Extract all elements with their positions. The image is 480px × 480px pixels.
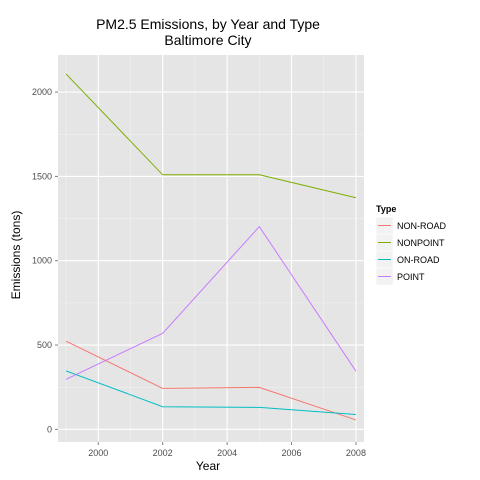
x-tick-label: 2002 — [153, 448, 173, 458]
y-tick-label: 2000 — [32, 87, 52, 97]
y-tick-label: 0 — [47, 424, 52, 434]
legend-label-point: POINT — [397, 272, 425, 282]
y-tick-label: 1500 — [32, 171, 52, 181]
y-axis-label: Emissions (tons) — [9, 211, 23, 300]
series-lines — [65, 73, 357, 421]
x-tick-label: 2006 — [282, 448, 302, 458]
x-tick-label: 2008 — [346, 448, 366, 458]
y-tick-label: 500 — [37, 340, 52, 350]
legend-title: Type — [376, 204, 396, 214]
minor-gridlines — [58, 55, 364, 442]
y-tick-label: 1000 — [32, 256, 52, 266]
legend-label-nonpoint: NONPOINT — [397, 238, 445, 248]
series-line-point — [65, 225, 357, 380]
series-line-on-road — [65, 370, 356, 415]
chart-title: PM2.5 Emissions, by Year and Type — [96, 16, 320, 32]
y-axis: 0 500 1000 1500 2000 — [32, 87, 58, 434]
x-tick-label: 2004 — [217, 448, 237, 458]
legend-label-non-road: NON-ROAD — [397, 221, 446, 231]
x-tick-label: 2000 — [88, 448, 108, 458]
major-gridlines — [58, 55, 364, 442]
legend: Type NON-ROAD NONPOINT ON-ROAD POINT — [375, 204, 446, 286]
series-line-nonpoint — [65, 73, 357, 199]
chart-subtitle: Baltimore City — [164, 32, 251, 48]
series-line-non-road — [65, 340, 357, 421]
x-axis-label: Year — [196, 459, 220, 473]
x-axis: 2000 2002 2004 2006 2008 — [88, 442, 366, 458]
legend-label-on-road: ON-ROAD — [397, 255, 440, 265]
